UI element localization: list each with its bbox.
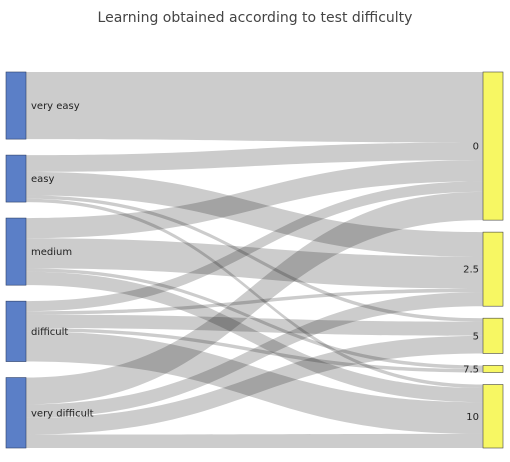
source-label-very-difficult: very difficult xyxy=(31,408,94,419)
chart-title: Learning obtained according to test diff… xyxy=(98,10,413,26)
target-label-5: 5 xyxy=(473,331,479,342)
labels-layer: very easy easy medium difficult very difficu… xyxy=(31,101,479,423)
link-very-difficult-to-10 xyxy=(26,433,483,448)
source-node-easy xyxy=(5,154,27,203)
source-label-very-easy: very easy xyxy=(31,101,80,112)
link-easy-to-2-5 xyxy=(26,171,483,257)
target-node-2-5 xyxy=(482,231,504,307)
link-difficult-to-0 xyxy=(26,181,483,312)
link-easy-to-5 xyxy=(26,195,483,322)
target-node-5 xyxy=(482,317,504,354)
link-medium-to-7-5 xyxy=(26,268,483,369)
target-label-2-5: 2.5 xyxy=(463,265,479,276)
links-layer xyxy=(26,72,483,448)
link-medium-to-0 xyxy=(26,160,483,239)
link-difficult-to-5 xyxy=(26,314,483,336)
source-node-very-easy xyxy=(5,71,27,140)
target-node-7-5 xyxy=(482,365,504,373)
link-difficult-to-10 xyxy=(26,331,483,434)
link-very-easy-to-0 xyxy=(26,72,483,143)
source-node-medium xyxy=(5,217,27,286)
source-label-medium: medium xyxy=(31,247,72,258)
link-very-difficult-to-5 xyxy=(26,335,483,435)
nodes-layer xyxy=(5,71,504,449)
link-medium-to-2-5 xyxy=(26,238,483,289)
target-node-10 xyxy=(482,384,504,449)
link-difficult-to-2-5 xyxy=(26,288,483,315)
source-node-difficult xyxy=(5,300,27,362)
source-node-very-difficult xyxy=(5,377,27,449)
link-medium-to-10 xyxy=(26,271,483,403)
target-label-0: 0 xyxy=(473,142,479,153)
link-very-difficult-to-2-5 xyxy=(26,292,483,418)
source-label-difficult: difficult xyxy=(31,327,68,338)
source-label-easy: easy xyxy=(31,174,54,185)
link-very-difficult-to-0 xyxy=(26,191,483,405)
target-node-0 xyxy=(482,71,504,221)
target-label-7-5: 7.5 xyxy=(463,364,479,375)
target-label-10: 10 xyxy=(466,412,479,423)
link-easy-to-10 xyxy=(26,198,483,389)
link-difficult-to-7-5 xyxy=(26,328,483,373)
link-easy-to-0 xyxy=(26,142,483,172)
